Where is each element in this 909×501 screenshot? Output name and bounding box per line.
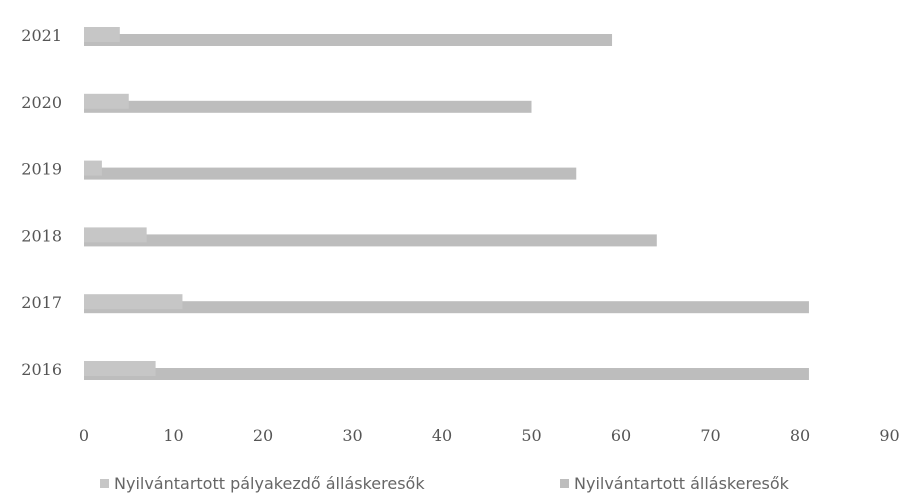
bar-allaskeresok-2021 <box>84 34 613 46</box>
x-tick-label-10: 10 <box>163 426 183 445</box>
bar-allaskeresok-2017 <box>84 301 809 314</box>
y-tick-label-2017: 2017 <box>21 293 62 312</box>
bar-allaskeresok-2016 <box>84 368 809 380</box>
legend-item-palyakezdo: Nyilvántartott pályakezdő álláskeresők <box>100 474 425 493</box>
x-axis-labels: 0 10 20 30 40 50 60 70 80 90 <box>79 426 900 445</box>
y-tick-label-2021: 2021 <box>21 26 62 45</box>
x-tick-label-0: 0 <box>79 426 89 445</box>
legend-item-allaskeresok: Nyilvántartott álláskeresők <box>560 474 790 493</box>
bar-palyakezdo-2019 <box>84 160 102 176</box>
y-tick-label-2019: 2019 <box>21 160 62 179</box>
x-tick-label-30: 30 <box>342 426 362 445</box>
bar-allaskeresok-2020 <box>84 100 532 113</box>
x-tick-label-20: 20 <box>253 426 273 445</box>
y-tick-label-2016: 2016 <box>21 360 62 379</box>
bar-palyakezdo-2017 <box>84 294 183 310</box>
bar-palyakezdo-2018 <box>84 227 147 243</box>
legend-swatch <box>560 479 569 488</box>
x-tick-label-70: 70 <box>700 426 720 445</box>
x-tick-label-90: 90 <box>879 426 899 445</box>
bar-palyakezdo-2016 <box>84 361 156 376</box>
bar-palyakezdo-2021 <box>84 27 120 42</box>
bar-allaskeresok-2018 <box>84 234 657 247</box>
legend-swatch <box>100 479 109 488</box>
bar-allaskeresok-2019 <box>84 167 577 180</box>
y-axis-labels: 2021 2020 2019 2018 2017 2016 <box>21 26 62 379</box>
x-tick-label-80: 80 <box>790 426 810 445</box>
y-tick-label-2020: 2020 <box>21 93 62 112</box>
bar-palyakezdo-2020 <box>84 93 129 109</box>
x-tick-label-50: 50 <box>521 426 541 445</box>
legend: Nyilvántartott pályakezdő álláskeresők Ny… <box>100 474 790 493</box>
x-tick-label-40: 40 <box>432 426 452 445</box>
y-tick-label-2018: 2018 <box>21 226 62 245</box>
legend-label: Nyilvántartott álláskeresők <box>574 474 790 493</box>
x-tick-label-60: 60 <box>611 426 631 445</box>
bars-layer <box>84 27 809 380</box>
legend-label: Nyilvántartott pályakezdő álláskeresők <box>114 474 425 493</box>
